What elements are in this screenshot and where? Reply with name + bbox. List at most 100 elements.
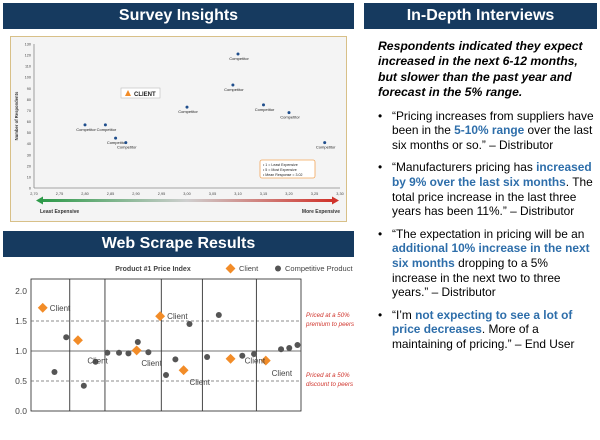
bullet-icon: • (378, 108, 383, 123)
interviews-body: Respondents indicated they expect increa… (378, 39, 594, 360)
client-point (178, 365, 189, 376)
survey-y-tick-label: 70 (27, 109, 31, 113)
survey-y-tick-label: 50 (27, 131, 31, 135)
survey-competitor-point (103, 123, 107, 127)
survey-x-tick-label: 2,95 (158, 192, 165, 196)
competitor-point (239, 352, 246, 359)
survey-x-tick-label: 2,70 (30, 192, 37, 196)
least-expensive-label: Least Expensive (40, 209, 79, 215)
survey-plot-frame (10, 36, 347, 222)
quote-text: “Pricing increases from suppliers have b… (392, 108, 594, 138)
client-point-label: Client (167, 312, 188, 321)
survey-competitor-point (83, 123, 87, 127)
bullet-icon: • (378, 226, 383, 241)
survey-competitor-point (262, 103, 265, 107)
quote-text: . More of a maintaining of pricing.” – E… (392, 322, 575, 351)
price-index-frame (30, 278, 302, 412)
web-scrape-header: Web Scrape Results (3, 231, 354, 257)
survey-competitor-label: Competitor (224, 87, 244, 92)
survey-x-tick-label: 2,85 (107, 192, 114, 196)
survey-client-marker: CLIENT (120, 87, 161, 99)
survey-insights-panel: Survey Insights 0 10 20 30 40 50 60 70 80 90 100 11… (3, 3, 354, 225)
competitor-point (51, 369, 58, 375)
survey-scatter-chart: 0 10 20 30 40 50 60 70 80 90 100 110 120 130 2,70 2,75 2… (10, 36, 347, 222)
survey-competitor-label: Competitor (76, 127, 96, 132)
quote-text: “I’m (392, 307, 416, 322)
price-index-y-tick: 2.0 (15, 286, 27, 296)
client-point-label: Client (245, 357, 266, 366)
survey-insights-header: Survey Insights (3, 3, 354, 29)
quote-item: • “The expectation in pricing will be an … (378, 227, 594, 300)
survey-x-tick-label: 2,80 (81, 192, 88, 196)
survey-y-tick-label: 90 (27, 87, 31, 91)
client-point (73, 335, 83, 346)
more-expensive-label: More Expensive (302, 209, 340, 215)
competitor-point (172, 356, 179, 363)
survey-competitor-point (236, 52, 240, 56)
price-index-chart: Product #1 Price Index Client Competitive … (15, 263, 354, 416)
quote-text: over the last six months or so.” – Distr… (392, 123, 593, 152)
competitor-point (80, 382, 87, 389)
survey-competitor-point (185, 105, 189, 109)
survey-legend-line: • Mean Response = 3.02 (263, 173, 303, 177)
client-point-label: Client (50, 304, 71, 313)
competitor-point (215, 312, 222, 318)
competitor-point (104, 349, 111, 356)
survey-competitor-point (231, 83, 235, 87)
price-index-title: Product #1 Price Index (115, 266, 191, 273)
competitor-point (294, 342, 301, 348)
competitor-dot-icon (275, 265, 281, 272)
legend-competitive-label: Competitive Product (285, 264, 353, 273)
survey-y-tick-label: 20 (27, 164, 31, 168)
survey-competitor-point (124, 141, 128, 145)
quote-text: “The expectation in pricing will be an (392, 226, 585, 241)
discount-note: discount to peers (306, 381, 353, 388)
survey-competitor-label: Competitor (107, 140, 127, 145)
survey-competitor-point (323, 141, 327, 145)
expense-gradient-arrow (36, 196, 339, 205)
survey-competitor-label: Competitor (255, 107, 275, 112)
competitor-point (251, 351, 258, 357)
legend-client-label: Client (239, 264, 259, 273)
survey-x-tick-label: 2,90 (132, 192, 139, 196)
survey-competitor-point (114, 136, 118, 140)
client-point-label: Client (189, 378, 210, 387)
survey-y-axis-title: Number of Respondents (14, 91, 19, 140)
survey-y-tick-label: 100 (25, 76, 31, 80)
bullet-icon: • (378, 307, 383, 322)
competitor-point (186, 321, 193, 327)
competitor-point (63, 334, 70, 341)
arrow-left-icon (36, 196, 43, 205)
client-point-label: Client (87, 357, 108, 366)
survey-y-tick-label: 130 (25, 43, 31, 47)
survey-competitor-label: Competitor (178, 109, 198, 114)
survey-x-tick-label: 3,15 (260, 192, 267, 196)
survey-x-tick-label: 3,25 (311, 192, 318, 196)
survey-x-tick-label: 3,00 (183, 192, 190, 196)
web-scrape-panel: Web Scrape Results Product #1 Price Inde… (3, 231, 354, 437)
quote-highlight: not expecting to see a lot of price decr… (392, 307, 573, 337)
survey-legend-line: • 5 = Most Expensive (263, 168, 297, 172)
survey-competitor-label: Competitor (97, 127, 117, 132)
survey-client-label: CLIENT (134, 92, 156, 98)
quote-highlight: increased by 9% over the last six months (392, 160, 592, 189)
survey-competitor-point (287, 111, 291, 115)
survey-competitor-label: Competitor (316, 145, 336, 150)
quote-item: • “I’m not expecting to see a lot of pric… (378, 308, 594, 352)
survey-legend-line: • 1 = Least Expensive (263, 163, 298, 167)
price-index-y-tick: 1.0 (15, 346, 27, 356)
survey-y-tick-label: 80 (27, 98, 31, 102)
competitor-point (278, 346, 285, 353)
quote-text: . The total price increase in the last t… (392, 175, 593, 219)
client-diamond-icon (225, 263, 236, 274)
quote-item: • “Pricing increases from suppliers have … (378, 109, 594, 153)
client-point-label: Client (272, 369, 293, 378)
premium-note: premium to peers (305, 321, 354, 328)
survey-y-tick-label: 120 (25, 54, 31, 58)
competitor-point (125, 350, 132, 357)
competitor-point (134, 339, 141, 345)
survey-x-tick-label: 2,75 (56, 192, 63, 196)
quote-item: • “Manufacturers pricing has increased by… (378, 160, 594, 218)
interviews-header: In-Depth Interviews (364, 3, 597, 29)
client-triangle-icon (125, 90, 131, 96)
